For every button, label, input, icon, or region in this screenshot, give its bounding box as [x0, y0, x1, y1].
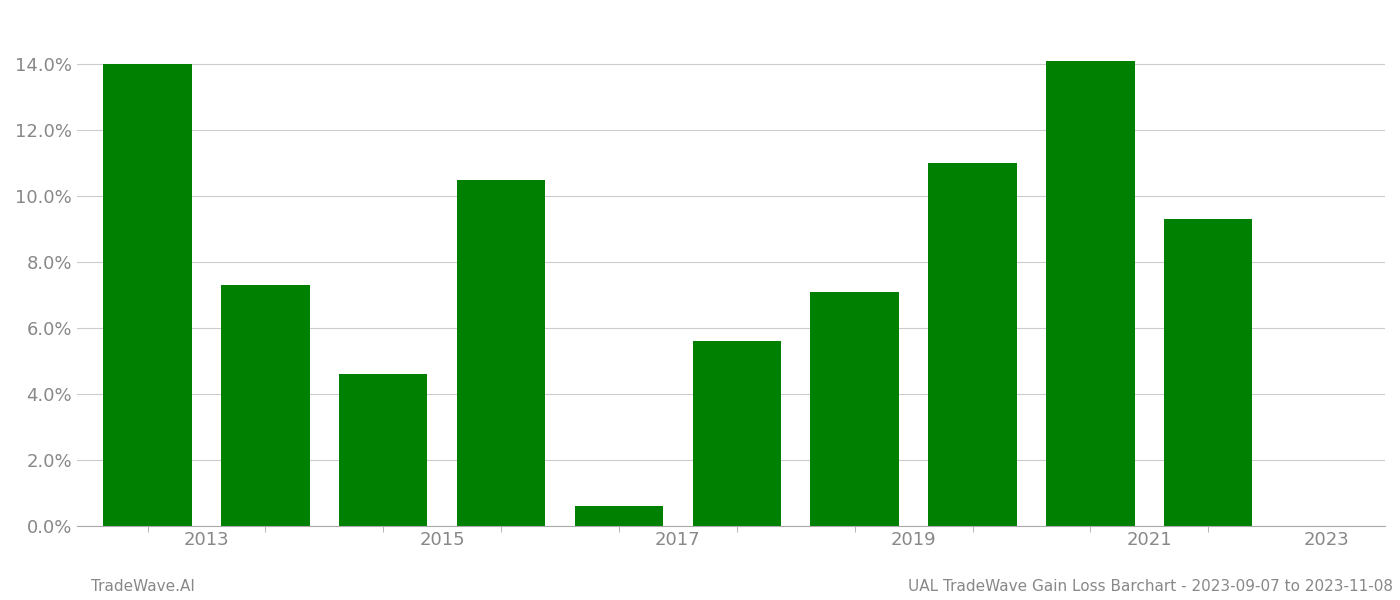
- Bar: [928, 163, 1016, 526]
- Bar: [693, 341, 781, 526]
- Bar: [456, 180, 546, 526]
- Bar: [1046, 61, 1134, 526]
- Text: UAL TradeWave Gain Loss Barchart - 2023-09-07 to 2023-11-08: UAL TradeWave Gain Loss Barchart - 2023-…: [909, 579, 1393, 594]
- Bar: [104, 64, 192, 526]
- Bar: [221, 286, 309, 526]
- Text: TradeWave.AI: TradeWave.AI: [91, 579, 195, 594]
- Bar: [811, 292, 899, 526]
- Bar: [575, 506, 664, 526]
- Bar: [339, 374, 427, 526]
- Bar: [1163, 220, 1253, 526]
